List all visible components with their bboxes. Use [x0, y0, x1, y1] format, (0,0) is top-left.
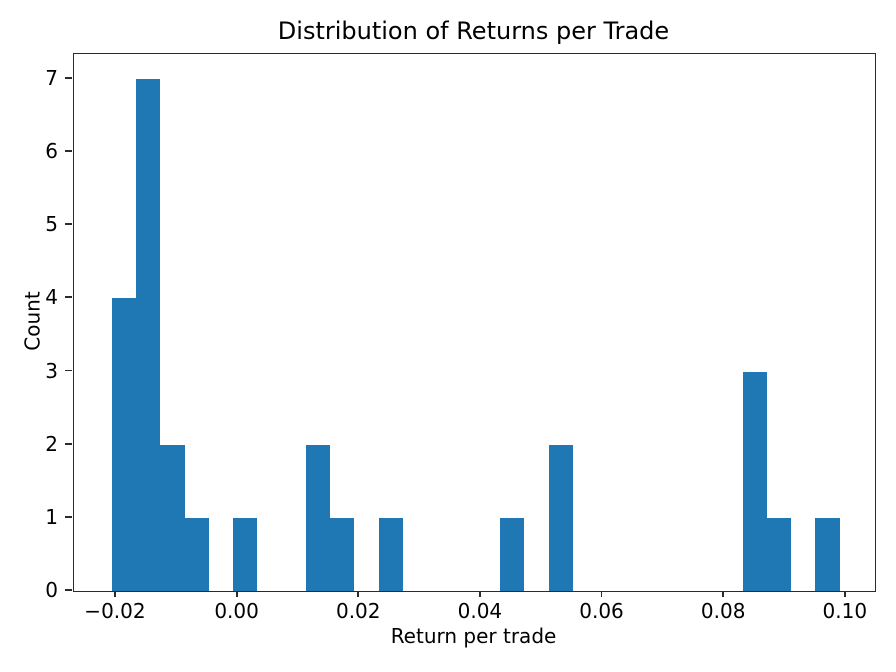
x-tick-label: 0.00 — [214, 599, 259, 623]
x-tick-label: 0.10 — [822, 599, 868, 623]
histogram-bar — [184, 517, 209, 591]
histogram-bar — [111, 298, 136, 591]
x-tick-label: −0.02 — [84, 599, 146, 623]
x-tick-mark — [357, 591, 360, 597]
histogram-bar — [135, 78, 161, 591]
y-axis: 0 1 2 3 4 5 6 7 — [0, 53, 73, 602]
histogram-bar — [766, 517, 792, 591]
y-tick-label: 7 — [45, 65, 58, 90]
histogram-bar — [305, 444, 331, 591]
y-tick-label: 2 — [45, 431, 58, 456]
x-axis: −0.02 0.00 0.02 0.04 0.06 0.08 0.10 — [73, 591, 874, 636]
histogram-bar — [378, 517, 403, 591]
histogram-bar — [330, 517, 355, 591]
x-tick-mark — [600, 591, 603, 597]
y-tick-label: 3 — [45, 358, 58, 383]
y-tick-mark — [64, 223, 72, 226]
x-tick-mark — [843, 591, 846, 597]
y-tick-label: 4 — [45, 285, 58, 310]
y-tick-mark — [64, 589, 72, 591]
x-tick-label: 0.04 — [457, 599, 503, 623]
y-tick-label: 1 — [45, 504, 58, 529]
y-tick-label: 6 — [45, 139, 58, 164]
histogram-bar — [160, 444, 185, 591]
histogram-bar — [742, 371, 767, 591]
y-tick-label: 0 — [45, 578, 58, 602]
histogram-bar — [233, 517, 258, 591]
x-axis-label: Return per trade — [390, 624, 557, 648]
x-tick-mark — [478, 591, 481, 597]
y-tick-mark — [64, 369, 72, 372]
histogram-bar — [815, 517, 840, 591]
chart-title: Distribution of Returns per Trade — [277, 17, 670, 45]
histogram-bar — [499, 517, 525, 591]
x-tick-mark — [722, 591, 725, 597]
x-tick-label: 0.08 — [700, 599, 746, 623]
x-tick-mark — [235, 591, 238, 597]
y-tick-mark — [64, 515, 72, 518]
y-tick-mark — [64, 296, 72, 299]
y-tick-label: 5 — [45, 212, 58, 237]
x-tick-mark — [114, 591, 116, 597]
histogram-bar — [548, 444, 573, 591]
x-tick-label: 0.02 — [335, 599, 381, 623]
y-tick-mark — [64, 150, 72, 152]
y-tick-mark — [64, 76, 72, 79]
x-tick-label: 0.06 — [579, 599, 624, 623]
plot-area — [73, 53, 876, 592]
y-tick-mark — [64, 442, 72, 445]
